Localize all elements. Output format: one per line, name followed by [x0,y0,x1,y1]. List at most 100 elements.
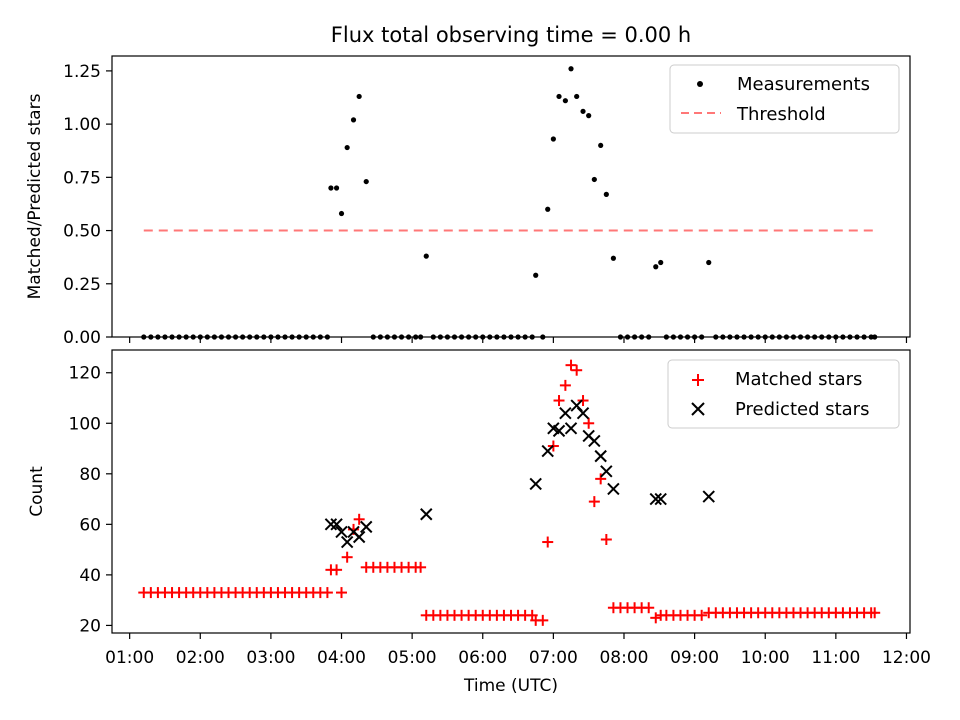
predicted-star-point [324,518,338,531]
predicted-star-point [541,444,554,458]
xtick-label: 11:00 [811,648,860,668]
matched-star-point [415,561,427,573]
legend-predicted-marker [691,402,705,416]
top-legend: Measurements Threshold [669,64,900,134]
predicted-star-point [330,518,343,531]
matched-star-point [571,364,583,376]
xtick-label: 04:00 [317,648,366,668]
legend-matched-label: Matched stars [735,369,862,390]
bottom-ytick-label: 80 [79,465,101,485]
predicted-star-point [340,535,354,549]
measurement-point [610,255,616,261]
predicted-star-point [552,424,566,438]
predicted-star-point [607,482,620,496]
predicted-star-point [588,434,601,448]
top-ytick-label: 1.00 [63,115,101,135]
measurement-point [568,66,574,72]
predicted-star-point [335,525,348,539]
matched-star-point [336,587,348,599]
measurement-point [706,259,712,266]
measurement-point [653,264,659,270]
x-axis-label: Time (UTC) [463,676,558,696]
xtick-label: 12:00 [882,648,931,668]
measurement-point [545,206,551,212]
top-ytick-label: 0.00 [63,328,101,348]
measurement-point [344,144,350,151]
top-ytick-label: 0.50 [63,222,101,242]
xtick-label: 02:00 [176,648,225,668]
xtick-label: 05:00 [388,648,437,668]
top-ytick-label: 0.75 [63,168,101,188]
predicted-star-point [600,465,613,478]
predicted-star-point [352,530,366,544]
top-ytick-label: 1.25 [63,62,101,82]
measurement-point [556,93,562,100]
predicted-star-point [649,492,662,506]
legend-predicted-label: Predicted stars [735,399,869,420]
matched-star-point [869,607,881,619]
top-plot-area: 0.00 0.25 0.50 0.75 1.00 1.25 [63,55,911,348]
legend-measurements-marker [697,81,703,87]
predicted-star-point [564,422,578,435]
measurement-point [338,210,345,217]
matched-star-point [331,564,343,576]
measurement-point [363,178,369,185]
matched-star-point [643,602,655,614]
measurement-point [533,272,539,278]
measurement-point [328,185,334,191]
measurement-point [658,259,664,266]
predicted-star-point [559,406,572,420]
measurement-point [423,253,429,259]
matched-star-point [595,473,607,485]
predicted-star-point [420,508,433,521]
measurement-point [562,98,568,104]
bottom-ytick-label: 100 [69,414,101,434]
matched-star-point [553,395,565,407]
xtick-label: 08:00 [599,648,648,668]
predicted-star-point [594,449,607,463]
legend-measurements-label: Measurements [737,74,870,95]
predicted-star-point [576,406,590,420]
predicted-star-point [702,490,715,503]
bottom-plot-area: 20 40 60 80 100 120 01:00 02:00 03:00 04:00 05:00… [69,349,931,668]
measurement-point [574,93,580,100]
matched-star-point [577,395,589,407]
measurement-point [356,93,362,100]
matched-star-point [588,496,600,508]
top-y-axis-label: Matched/Predicted stars [25,93,45,299]
matched-star-point [559,379,571,391]
matched-star-point [341,551,353,563]
measurement-point [580,108,586,114]
bottom-ytick-label: 60 [79,515,101,535]
matched-star-point [353,513,365,525]
measurement-point [603,191,609,197]
bottom-legend: Matched stars Predicted stars [667,359,900,429]
xtick-label: 09:00 [670,648,719,668]
predicted-star-point [529,477,542,491]
predicted-star-point [360,520,373,534]
matched-star-point [321,587,333,599]
matched-star-point [583,417,595,429]
chart-title: Flux total observing time = 0.00 h [331,23,691,47]
matched-star-point [600,534,612,546]
xtick-label: 06:00 [458,648,507,668]
bottom-ytick-label: 40 [79,566,101,586]
xtick-label: 07:00 [529,648,578,668]
measurement-point [598,142,604,149]
matched-star-point [696,609,708,621]
xtick-label: 01:00 [105,648,154,668]
xtick-label: 10:00 [741,648,790,668]
measurement-point [350,117,357,123]
bottom-ytick-label: 20 [79,616,101,636]
matched-star-point [537,614,549,626]
matched-star-point [542,536,554,548]
matched-star-point [650,612,662,624]
legend-matched-marker [692,374,704,386]
xtick-label: 03:00 [246,648,295,668]
top-ytick-label: 0.25 [63,275,101,295]
measurement-point [591,176,597,183]
measurement-point [586,113,592,119]
bottom-y-axis-label: Count [27,466,47,517]
bottom-ytick-label: 120 [69,364,101,384]
